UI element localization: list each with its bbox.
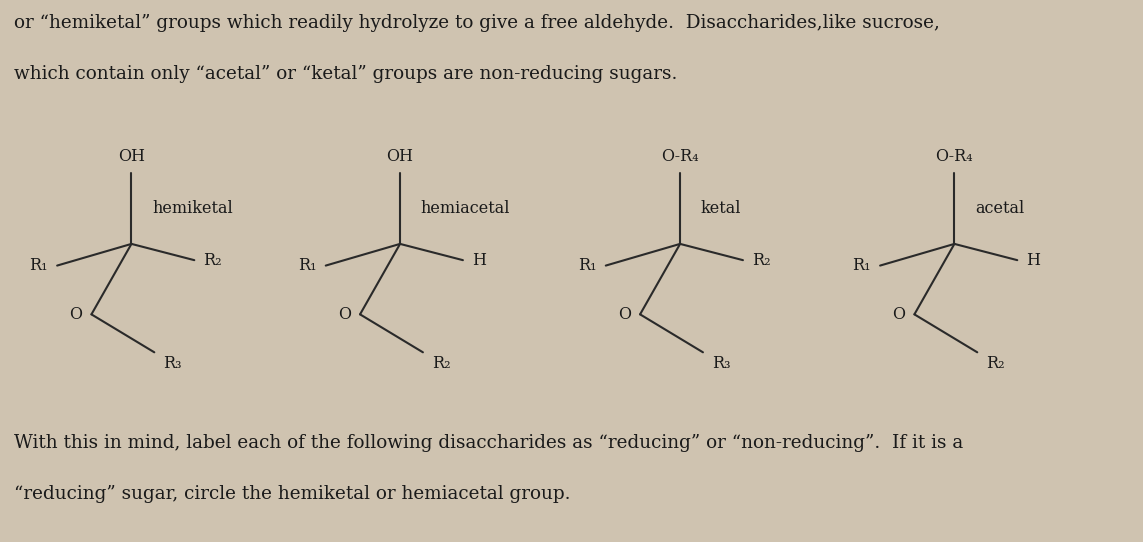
Text: R₃: R₃ [712,355,730,372]
Text: H: H [472,251,486,269]
Text: R₁: R₁ [298,257,317,274]
Text: R₁: R₁ [30,257,48,274]
Text: which contain only “acetal” or “ketal” groups are non-reducing sugars.: which contain only “acetal” or “ketal” g… [14,65,677,83]
Text: H: H [1026,251,1040,269]
Text: hemiketal: hemiketal [152,200,233,217]
Text: O: O [70,306,82,323]
Text: O: O [618,306,631,323]
Text: R₂: R₂ [752,251,770,269]
Text: R₁: R₁ [578,257,597,274]
Text: R₂: R₂ [432,355,450,372]
Text: O: O [338,306,351,323]
Text: hemiacetal: hemiacetal [421,200,510,217]
Text: OH: OH [386,149,414,165]
Text: R₂: R₂ [203,251,222,269]
Text: acetal: acetal [975,200,1024,217]
Text: ketal: ketal [701,200,741,217]
Text: OH: OH [118,149,145,165]
Text: R₁: R₁ [853,257,871,274]
Text: R₂: R₂ [986,355,1005,372]
Text: or “hemiketal” groups which readily hydrolyze to give a free aldehyde.  Disaccha: or “hemiketal” groups which readily hydr… [14,14,940,31]
Text: With this in mind, label each of the following disaccharides as “reducing” or “n: With this in mind, label each of the fol… [14,434,962,451]
Text: O-R₄: O-R₄ [662,149,698,165]
Text: R₃: R₃ [163,355,182,372]
Text: “reducing” sugar, circle the hemiketal or hemiacetal group.: “reducing” sugar, circle the hemiketal o… [14,485,570,503]
Text: O: O [893,306,905,323]
Text: O-R₄: O-R₄ [936,149,973,165]
